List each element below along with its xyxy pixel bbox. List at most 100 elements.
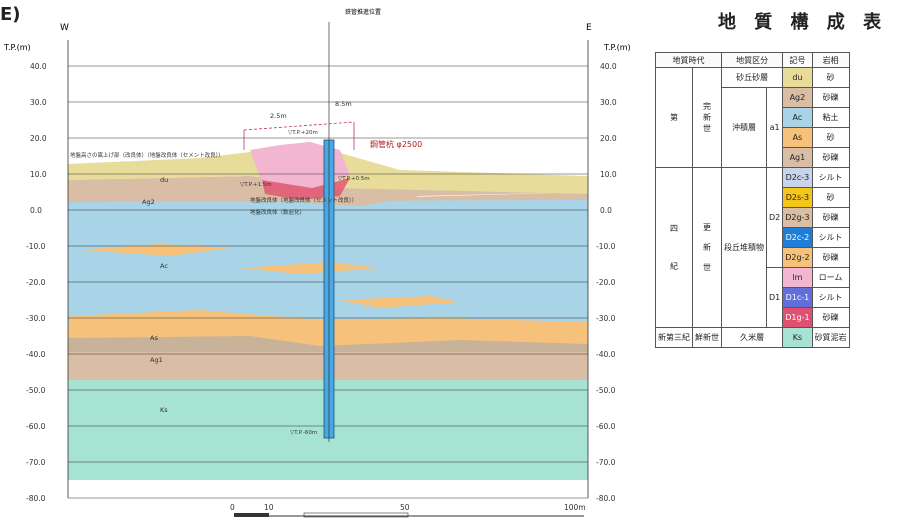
legend-title: 地 質 構 成 表 xyxy=(718,12,888,33)
elev-left: -10.0 xyxy=(26,242,46,251)
elev-right: 30.0 xyxy=(600,98,617,107)
rock-cell: シルト xyxy=(811,287,850,308)
era-cell: 第 xyxy=(655,67,693,168)
header-rock: 岩相 xyxy=(811,52,850,68)
east-label: E xyxy=(586,23,592,33)
elev-left: 30.0 xyxy=(30,98,47,107)
sand-lens-1 xyxy=(80,244,230,256)
neogene-epoch: 鮮新世 xyxy=(692,327,722,348)
elev-left: 10.0 xyxy=(30,170,47,179)
elev-left: 40.0 xyxy=(30,62,47,71)
dim-right: 8.5m xyxy=(335,100,352,108)
rock-cell: 砂礫 xyxy=(811,307,850,328)
code-d2: D2 xyxy=(765,167,784,268)
symbol-cell: Ac xyxy=(782,107,813,128)
elev-left: 0.0 xyxy=(30,206,42,215)
note-left: 地盤高さの嵩上げ部（改良体）（地盤改良体（セメント改良）） xyxy=(70,151,224,159)
improvement-outline xyxy=(243,122,355,150)
holocene-cell: 完新世 xyxy=(692,67,722,168)
improve-label-2: 地盤改良体（軟岩化） xyxy=(250,208,305,216)
symbol-cell: D2c-2 xyxy=(782,227,813,248)
elev-right: 0.0 xyxy=(600,206,612,215)
group-terrace: 段丘堆積物 xyxy=(721,167,767,328)
scale-tick: 10 xyxy=(264,503,274,512)
elev-right: -70.0 xyxy=(596,458,616,467)
improvement-top xyxy=(243,121,355,131)
rock-cell: 砂礫 xyxy=(811,87,850,108)
geologic-legend-table: 地質時代 地質区分 記号 岩相 第 完新世 砂丘砂層 du 砂 沖積層 a1 A… xyxy=(655,52,850,348)
symbol-cell: As xyxy=(782,127,813,148)
header-period: 地質時代 xyxy=(655,52,722,68)
pile-bottom-label: ▽T.P.-60m xyxy=(290,430,317,436)
header-symbol: 記号 xyxy=(782,52,813,68)
improve-label-1: 地盤改良体（地盤改良体（セメント改良）） xyxy=(250,196,357,204)
rock-cell: シルト xyxy=(811,227,850,248)
elev-right: -40.0 xyxy=(596,350,616,359)
symbol-cell: D1g-1 xyxy=(782,307,813,328)
pile-top-label: ▽T.P.+20m xyxy=(288,130,318,136)
elev-left: 20.0 xyxy=(30,134,47,143)
layer-ac: Ac xyxy=(160,262,168,270)
scale-bar xyxy=(234,512,584,518)
rock-cell: 砂礫 xyxy=(811,207,850,228)
symbol-cell: du xyxy=(782,67,813,88)
pile-label: 鋼管杭 φ2500 xyxy=(370,139,422,149)
axis-unit-right: T.P.(m) xyxy=(603,43,631,52)
layer-ag1: Ag1 xyxy=(150,356,163,364)
elev-left: -80.0 xyxy=(26,494,46,503)
layer-ks: Ks xyxy=(160,406,168,414)
scale-tick: 0 xyxy=(230,503,235,512)
elev-right: -20.0 xyxy=(596,278,616,287)
elev-left: -50.0 xyxy=(26,386,46,395)
rock-cell: 粘土 xyxy=(811,107,850,128)
group-ks: 久米層 xyxy=(720,327,784,348)
rock-cell: 砂 xyxy=(811,187,850,208)
group-dune: 砂丘砂層 xyxy=(720,67,784,88)
rock-cell: 砂質泥岩 xyxy=(811,327,850,348)
scale-tick: 50 xyxy=(400,503,410,512)
rock-cell: シルト xyxy=(811,167,850,188)
elev-right: -50.0 xyxy=(596,386,616,395)
elev-right: -30.0 xyxy=(596,314,616,323)
layer-ag2 xyxy=(68,176,588,202)
elev-left: -20.0 xyxy=(26,278,46,287)
top-label: 鉄管推進位置 xyxy=(345,8,381,16)
layer-as: As xyxy=(150,334,158,342)
rock-cell: ローム xyxy=(811,267,850,288)
tp-left: ▽T.P.+1.5m xyxy=(240,182,272,188)
sand-lens-2 xyxy=(240,262,380,274)
rock-cell: 砂 xyxy=(811,67,850,88)
elev-right: 20.0 xyxy=(600,134,617,143)
code-a1: a1 xyxy=(765,87,784,168)
dim-left: 2.5m xyxy=(270,112,287,120)
elev-left: -30.0 xyxy=(26,314,46,323)
elev-right: -10.0 xyxy=(596,242,616,251)
era-cell: 四紀 xyxy=(655,167,693,328)
layer-ag2: Ag2 xyxy=(142,198,155,206)
rock-cell: 砂 xyxy=(811,127,850,148)
axis-unit-left: T.P.(m) xyxy=(3,43,31,52)
elev-left: -70.0 xyxy=(26,458,46,467)
layer-du: du xyxy=(160,176,168,184)
symbol-cell: Ag1 xyxy=(782,147,813,168)
gravel-band xyxy=(68,336,588,352)
neogene-era: 新第三紀 xyxy=(655,327,693,348)
west-label: W xyxy=(60,23,69,33)
symbol-cell: Ag2 xyxy=(782,87,813,108)
symbol-cell: Ks xyxy=(782,327,813,348)
elev-left: -40.0 xyxy=(26,350,46,359)
symbol-cell: D2g-3 xyxy=(782,207,813,228)
elev-left: -60.0 xyxy=(26,422,46,431)
symbol-cell: D2s-3 xyxy=(782,187,813,208)
pleistocene-cell: 更新世 xyxy=(692,167,722,328)
header-division: 地質区分 xyxy=(720,52,784,68)
symbol-cell: D1c-1 xyxy=(782,287,813,308)
rock-cell: 砂礫 xyxy=(811,247,850,268)
scale-tick: 100m xyxy=(564,503,586,512)
symbol-cell: D2c-3 xyxy=(782,167,813,188)
code-d1: D1 xyxy=(765,267,784,328)
figure-label: E) xyxy=(0,4,21,25)
symbol-cell: lm xyxy=(782,267,813,288)
symbol-cell: D2g-2 xyxy=(782,247,813,268)
